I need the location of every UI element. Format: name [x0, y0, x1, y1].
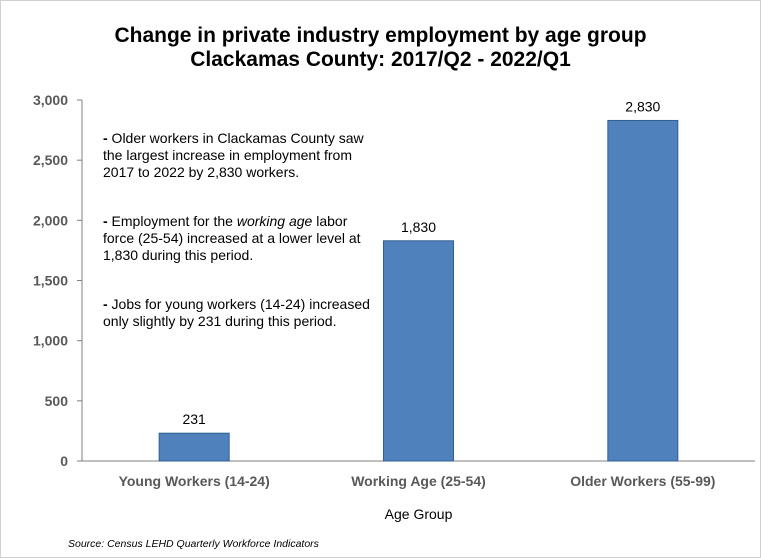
y-tick-label: 2,500 — [33, 152, 68, 168]
note-text: Jobs for young workers (14-24) increased… — [103, 296, 370, 329]
annotation-young-workers: - Jobs for young workers (14-24) increas… — [103, 296, 373, 330]
note-text: Older workers in Clackamas County saw th… — [103, 130, 364, 180]
y-tick-label: 1,000 — [33, 333, 68, 349]
bar — [158, 432, 230, 462]
annotation-older-workers: - Older workers in Clackamas County saw … — [103, 130, 373, 181]
note-text-emphasis: working age — [236, 213, 313, 229]
note-dash: - — [103, 130, 108, 146]
note-text-end: labor force (25-54) increased at a lower… — [103, 213, 361, 263]
category-label: Older Workers (55-99) — [570, 473, 715, 489]
note-dash: - — [103, 213, 108, 229]
chart-subtitle: Clackamas County: 2017/Q2 - 2022/Q1 — [190, 48, 571, 71]
note-dash: - — [103, 296, 108, 312]
data-label: 231 — [182, 411, 206, 427]
chart-title: Change in private industry employment by… — [114, 24, 647, 47]
data-label: 2,830 — [625, 98, 660, 114]
y-tick-label: 500 — [45, 393, 69, 409]
bar — [383, 240, 454, 462]
y-tick-label: 1,500 — [33, 273, 68, 289]
bar — [607, 119, 679, 462]
y-tick-label: 0 — [60, 453, 68, 469]
x-axis-title: Age Group — [385, 506, 453, 522]
annotation-working-age: - Employment for the working age labor f… — [103, 213, 373, 264]
note-text-start: Employment for the — [107, 213, 237, 229]
category-label: Working Age (25-54) — [351, 473, 486, 489]
y-tick-label: 2,000 — [33, 212, 68, 228]
source-note: Source: Census LEHD Quarterly Workforce … — [68, 538, 319, 550]
category-label: Young Workers (14-24) — [119, 473, 270, 489]
data-label: 1,830 — [401, 219, 436, 235]
y-tick-label: 3,000 — [33, 92, 68, 108]
